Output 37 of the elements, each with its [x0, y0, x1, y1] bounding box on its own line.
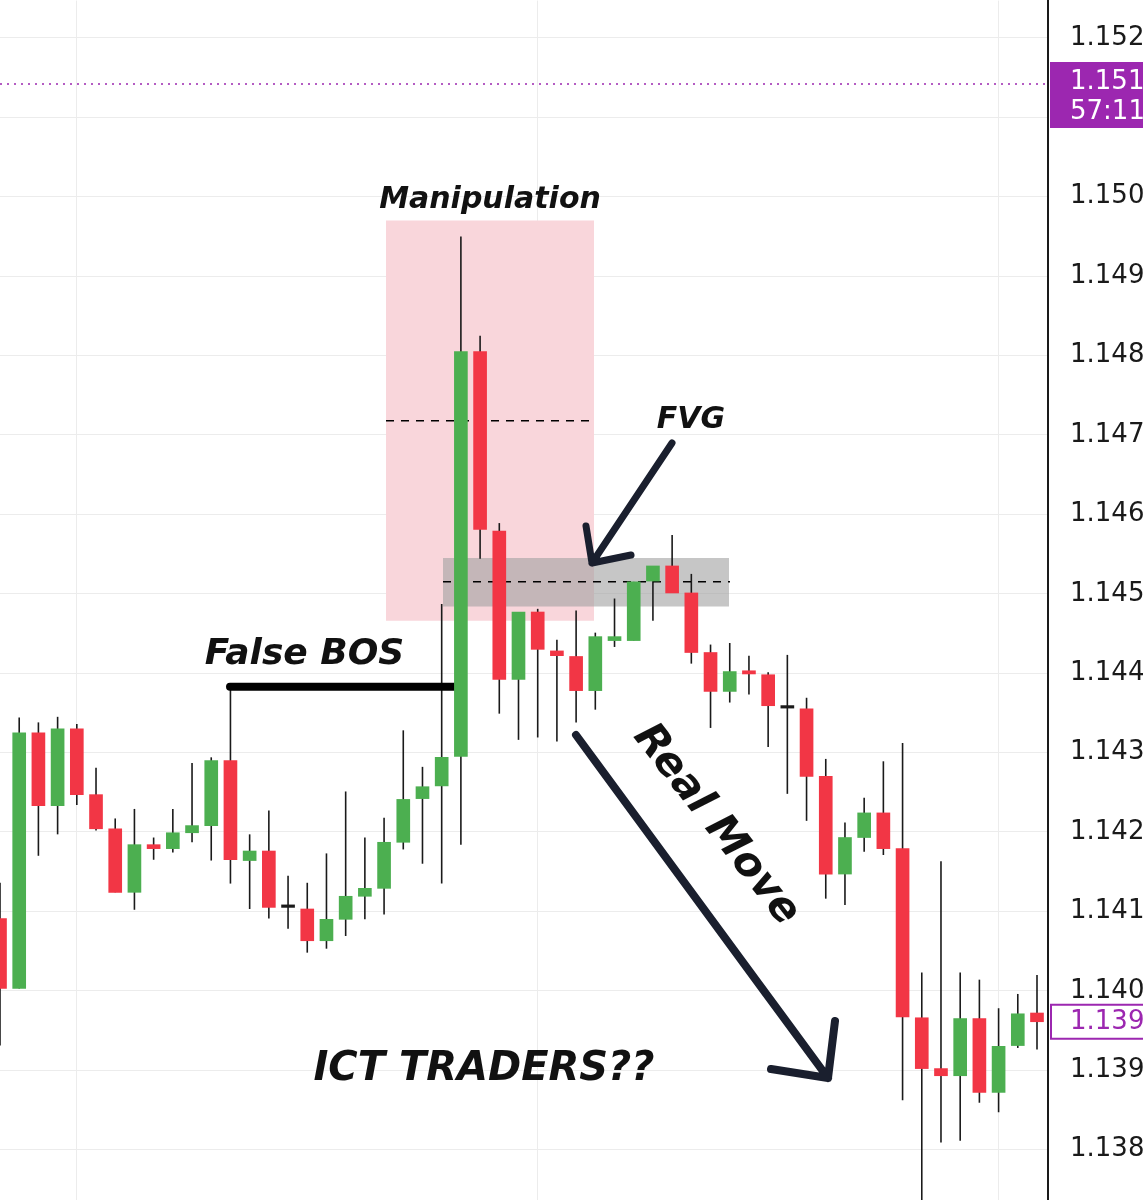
y-tick-label: 1.142 — [1070, 814, 1143, 845]
candlestick — [722, 642, 737, 704]
candlestick — [281, 874, 295, 930]
candlestick — [550, 639, 564, 743]
candlestick — [434, 603, 449, 885]
candlestick — [1030, 974, 1044, 1051]
y-tick-label: 1.143 — [1070, 735, 1143, 766]
ref-line-label: False BOS — [204, 631, 405, 673]
candlestick — [780, 654, 795, 795]
ref-line-label: 1.151 57:11 — [1070, 64, 1143, 125]
candlestick — [934, 860, 948, 1144]
y-tick-label: 1.144 — [1070, 655, 1143, 686]
candlestick — [166, 808, 180, 854]
candlestick — [185, 762, 199, 844]
y-tick-label: 1.149 — [1070, 258, 1143, 289]
candlestick — [646, 565, 660, 622]
candlestick — [146, 836, 161, 861]
candlestick — [338, 790, 353, 937]
annotation: ICT TRADERS?? — [313, 1043, 655, 1090]
y-tick-label: 1.152 — [1070, 20, 1143, 51]
y-tick-label: 1.140 — [1070, 973, 1143, 1004]
candlestick — [358, 836, 372, 921]
candlestick — [415, 766, 430, 865]
y-tick-label: 1.150 — [1070, 179, 1143, 210]
y-tick-label: 1.146 — [1070, 497, 1143, 528]
y-tick-label: 1.139 — [1070, 1052, 1143, 1083]
band-label: Manipulation — [379, 180, 601, 216]
candlestick — [242, 833, 257, 910]
candlestick — [607, 597, 622, 648]
y-tick-label: 1.145 — [1070, 576, 1143, 607]
y-tick-label: 1.147 — [1070, 417, 1143, 448]
candlestick — [319, 852, 334, 950]
candlestick — [742, 654, 756, 696]
y-tick-label: 1.138 — [1070, 1132, 1143, 1163]
y-tick-label: 1.148 — [1070, 338, 1143, 369]
band-label: FVG — [656, 399, 726, 435]
y-tick-label: 1.141 — [1070, 894, 1143, 925]
